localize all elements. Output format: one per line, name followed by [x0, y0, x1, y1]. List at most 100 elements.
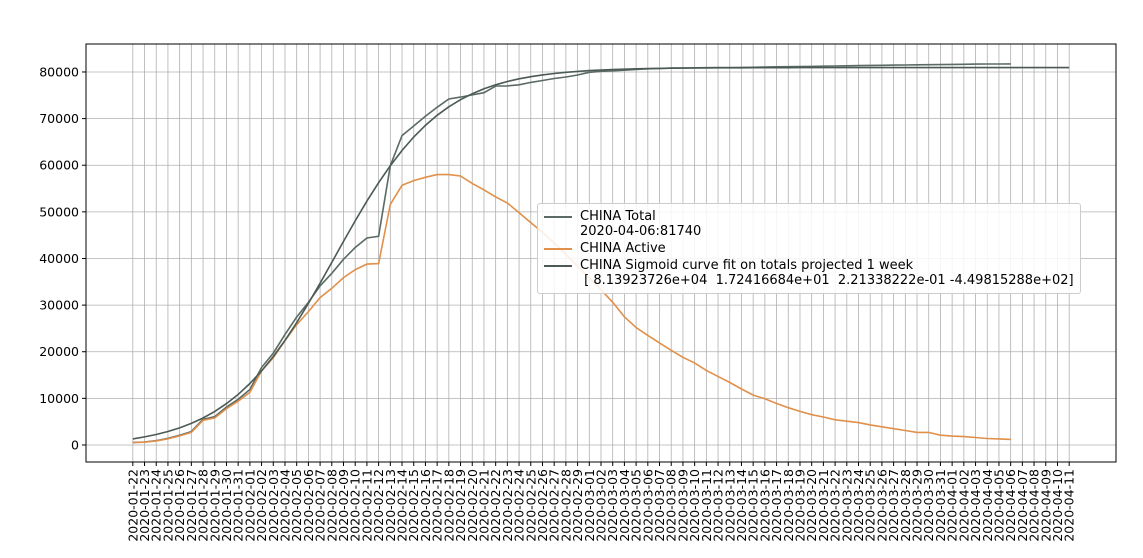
x-tick-label: 2020-04-04: [980, 469, 995, 542]
x-tick-label: 2020-02-04: [277, 469, 292, 542]
x-tick-label: 2020-04-10: [1050, 469, 1065, 542]
x-tick-label: 2020-02-17: [430, 469, 445, 542]
x-tick-label: 2020-02-05: [289, 469, 304, 542]
x-tick-label: 2020-02-27: [547, 469, 562, 542]
x-tick-label: 2020-02-12: [371, 469, 386, 542]
x-tick-label: 2020-03-23: [839, 469, 854, 542]
legend-entry: CHINA Active: [544, 241, 1074, 256]
x-tick-label: 2020-02-23: [500, 469, 515, 542]
x-tick-label: 2020-03-07: [652, 469, 667, 542]
y-tick-label: 70000: [39, 111, 79, 126]
x-tick-label: 2020-01-24: [149, 469, 164, 542]
y-tick-label: 80000: [39, 64, 79, 79]
legend-label: CHINA Sigmoid curve fit on totals projec…: [580, 258, 1074, 288]
x-tick-label: 2020-02-14: [395, 469, 410, 542]
x-tick-label: 2020-02-15: [406, 469, 421, 542]
x-tick-label: 2020-04-02: [956, 469, 971, 542]
x-tick-label: 2020-01-27: [184, 469, 199, 542]
x-tick-label: 2020-03-12: [711, 469, 726, 542]
x-tick-label: 2020-03-04: [617, 469, 632, 542]
x-tick-label: 2020-02-22: [488, 469, 503, 542]
x-tick-label: 2020-02-16: [418, 469, 433, 542]
x-tick-label: 2020-02-21: [476, 469, 491, 542]
x-tick-label: 2020-01-30: [219, 469, 234, 542]
legend-swatch: [544, 216, 572, 218]
x-tick-label: 2020-01-23: [137, 469, 152, 542]
x-tick-label: 2020-03-10: [687, 469, 702, 542]
x-tick-label: 2020-04-11: [1062, 469, 1077, 542]
x-tick-label: 2020-03-30: [921, 469, 936, 542]
x-tick-label: 2020-02-06: [301, 469, 316, 542]
x-tick-label: 2020-02-18: [441, 469, 456, 542]
x-tick-label: 2020-04-08: [1027, 469, 1042, 542]
x-tick-label: 2020-03-24: [851, 469, 866, 542]
x-tick-label: 2020-02-03: [266, 469, 281, 542]
x-tick-label: 2020-01-26: [172, 469, 187, 542]
x-tick-label: 2020-03-27: [886, 469, 901, 542]
x-tick-label: 2020-03-14: [734, 469, 749, 542]
x-tick-label: 2020-02-25: [523, 469, 538, 542]
x-tick-label: 2020-02-29: [570, 469, 585, 542]
x-tick-label: 2020-02-08: [324, 469, 339, 542]
y-tick-label: 0: [71, 437, 79, 452]
x-tick-label: 2020-01-28: [196, 469, 211, 542]
x-tick-label: 2020-03-31: [933, 469, 948, 542]
x-tick-label: 2020-03-13: [722, 469, 737, 542]
legend-swatch: [544, 248, 572, 250]
x-tick-label: 2020-03-01: [582, 469, 597, 542]
x-tick-label: 2020-03-06: [640, 469, 655, 542]
x-tick-label: 2020-04-03: [968, 469, 983, 542]
plot-frame: [85, 43, 1117, 463]
series-line: [132, 66, 1070, 440]
x-tick-label: 2020-03-05: [629, 469, 644, 542]
x-tick-label: 2020-04-05: [991, 469, 1006, 542]
x-tick-label: 2020-03-15: [746, 469, 761, 542]
y-tick-label: 10000: [39, 391, 79, 406]
x-tick-label: 2020-02-19: [453, 469, 468, 542]
x-tick-label: 2020-04-09: [1038, 469, 1053, 542]
legend-entry: CHINA Sigmoid curve fit on totals projec…: [544, 258, 1074, 288]
x-tick-label: 2020-02-20: [465, 469, 480, 542]
x-tick-label: 2020-01-22: [125, 469, 140, 542]
x-tick-label: 2020-01-31: [231, 469, 246, 542]
x-tick-label: 2020-02-26: [535, 469, 550, 542]
x-tick-label: 2020-02-28: [558, 469, 573, 542]
x-tick-label: 2020-03-25: [863, 469, 878, 542]
x-tick-label: 2020-03-26: [874, 469, 889, 542]
x-tick-label: 2020-03-08: [664, 469, 679, 542]
x-tick-label: 2020-04-07: [1015, 469, 1030, 542]
y-tick-label: 40000: [39, 251, 79, 266]
x-tick-label: 2020-03-16: [757, 469, 772, 542]
series-line: [132, 63, 1011, 444]
x-tick-label: 2020-03-21: [816, 469, 831, 542]
x-tick-label: 2020-02-24: [512, 469, 527, 542]
x-tick-label: 2020-04-06: [1003, 469, 1018, 542]
legend-label: CHINA Active: [580, 241, 666, 256]
x-tick-label: 2020-03-09: [675, 469, 690, 542]
x-tick-label: 2020-01-25: [160, 469, 175, 542]
y-tick-label: 60000: [39, 158, 79, 173]
legend-label: CHINA Total 2020-04-06:81740: [580, 209, 702, 239]
x-tick-label: 2020-03-18: [781, 469, 796, 542]
x-tick-label: 2020-03-22: [828, 469, 843, 542]
x-tick-label: 2020-03-29: [910, 469, 925, 542]
legend: CHINA Total 2020-04-06:81740 CHINA Active…: [537, 203, 1081, 294]
legend-entry: CHINA Total 2020-04-06:81740: [544, 209, 1074, 239]
x-tick-label: 2020-02-10: [348, 469, 363, 542]
x-tick-label: 2020-02-13: [383, 469, 398, 542]
x-tick-label: 2020-03-19: [792, 469, 807, 542]
x-tick-label: 2020-02-07: [313, 469, 328, 542]
x-tick-label: 2020-03-02: [594, 469, 609, 542]
x-tick-label: 2020-03-17: [769, 469, 784, 542]
x-tick-label: 2020-03-20: [804, 469, 819, 542]
x-tick-label: 2020-04-01: [945, 469, 960, 542]
x-tick-label: 2020-01-29: [207, 469, 222, 542]
x-tick-label: 2020-02-01: [242, 469, 257, 542]
x-tick-label: 2020-03-11: [699, 469, 714, 542]
x-tick-label: 2020-02-09: [336, 469, 351, 542]
legend-swatch: [544, 265, 572, 267]
x-tick-label: 2020-03-03: [605, 469, 620, 542]
x-tick-label: 2020-02-02: [254, 469, 269, 542]
